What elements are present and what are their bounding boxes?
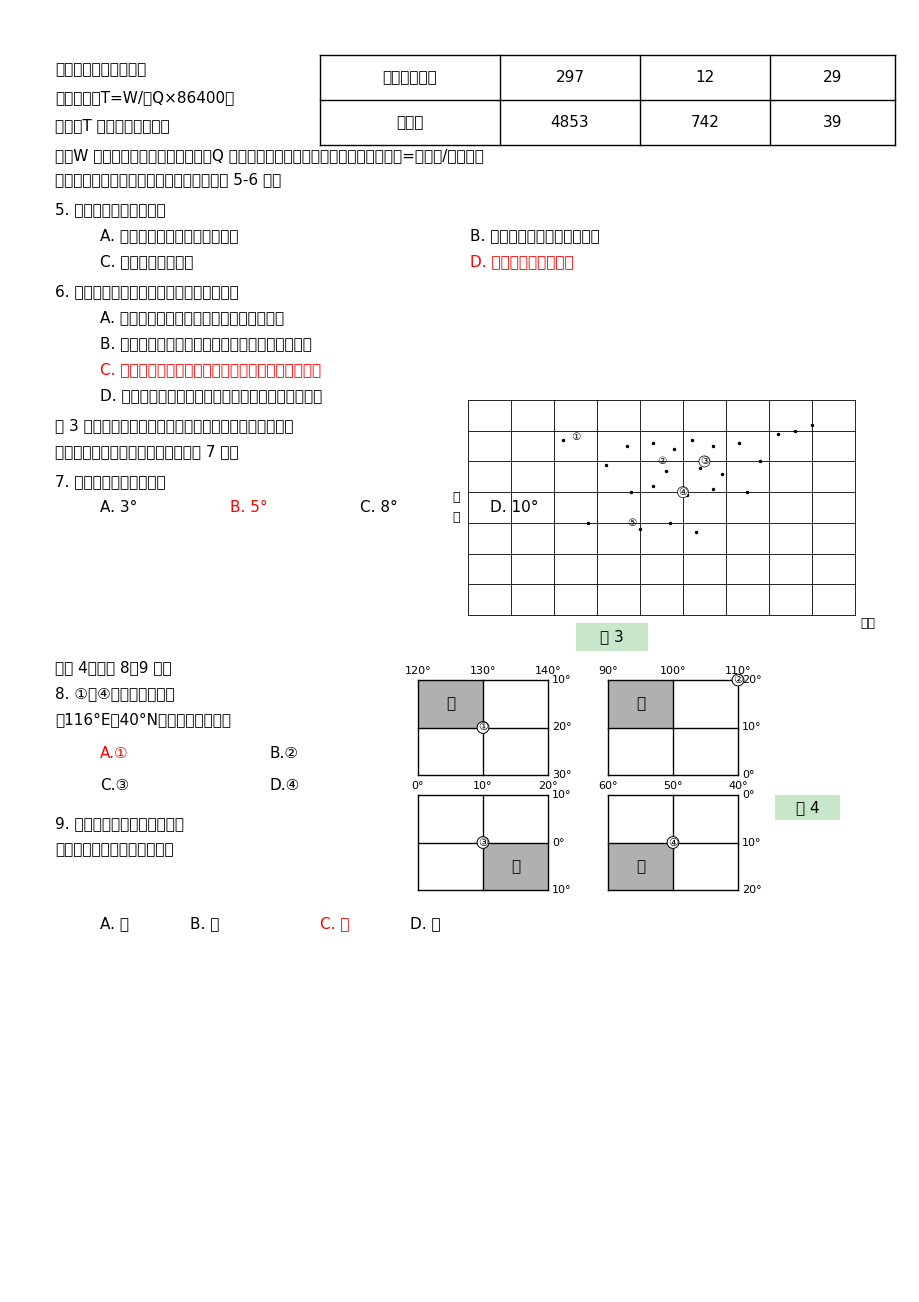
Text: 乙: 乙 xyxy=(635,697,644,711)
Text: 8. ①～④四地中位于北京: 8. ①～④四地中位于北京 xyxy=(55,686,175,700)
Text: C. 8°: C. 8° xyxy=(359,500,397,516)
Text: 6. 对青海湖和洞庭湖的数据分析正确的是：: 6. 对青海湖和洞庭湖的数据分析正确的是： xyxy=(55,284,239,299)
Text: D. 洞庭湖水体更新最快: D. 洞庭湖水体更新最快 xyxy=(470,254,573,270)
Text: 60°: 60° xyxy=(597,781,617,792)
Text: 计算。T 为换水周期，以天: 计算。T 为换水周期，以天 xyxy=(55,118,169,133)
Text: 90°: 90° xyxy=(597,667,618,676)
Text: 度: 度 xyxy=(452,510,460,523)
Text: ②: ② xyxy=(732,674,743,685)
Text: 青海湖: 青海湖 xyxy=(396,115,424,130)
Text: 滇池（昆明）: 滇池（昆明） xyxy=(382,70,437,85)
Text: C. 太湖水循环最活跃: C. 太湖水循环最活跃 xyxy=(100,254,193,270)
Text: 图 3: 图 3 xyxy=(600,629,624,644)
Bar xyxy=(575,622,648,651)
Text: C.③: C.③ xyxy=(100,779,129,793)
Text: 读图 4，回答 8～9 题：: 读图 4，回答 8～9 题： xyxy=(55,660,172,674)
Text: A. 湖泊面积越大，换水周期越长: A. 湖泊面积越大，换水周期越长 xyxy=(100,228,238,243)
Text: 丁: 丁 xyxy=(635,859,644,874)
Text: ④: ④ xyxy=(677,487,686,497)
Text: C. 丙: C. 丙 xyxy=(320,917,349,931)
Text: D. 10°: D. 10° xyxy=(490,500,538,516)
Text: 50°: 50° xyxy=(663,781,682,792)
Text: 计；W 为湖泊贮水量，以立方米计；Q 为年平均入湖流量，以立方米计。平均深度=贮水量/面积。下: 计；W 为湖泊贮水量，以立方米计；Q 为年平均入湖流量，以立方米计。平均深度=贮… xyxy=(55,148,483,163)
Text: 12: 12 xyxy=(695,70,714,85)
Text: 经度: 经度 xyxy=(859,617,874,630)
Text: D. 洞庭湖入湖水量大的主要原因是该湖流域降水量小: D. 洞庭湖入湖水量大的主要原因是该湖流域降水量小 xyxy=(100,388,322,404)
Text: 4853: 4853 xyxy=(550,115,589,130)
Text: 20°: 20° xyxy=(742,674,761,685)
Text: ④: ④ xyxy=(667,837,677,848)
Text: 29: 29 xyxy=(822,70,841,85)
Text: A. 甲: A. 甲 xyxy=(100,917,129,931)
Text: A. 青海湖面积大的主要原因是该湖贮水量大: A. 青海湖面积大的主要原因是该湖贮水量大 xyxy=(100,310,284,326)
Text: B. 5°: B. 5° xyxy=(230,500,267,516)
Bar xyxy=(774,796,839,820)
Text: 39: 39 xyxy=(822,115,841,130)
Text: 0°: 0° xyxy=(551,837,564,848)
Text: ②: ② xyxy=(656,457,665,466)
Text: 140°: 140° xyxy=(534,667,561,676)
Text: 10°: 10° xyxy=(742,837,761,848)
Text: 110°: 110° xyxy=(724,667,751,676)
Text: 0°: 0° xyxy=(742,769,754,780)
Text: 20°: 20° xyxy=(538,781,557,792)
Text: 纬: 纬 xyxy=(452,491,460,504)
Text: 130°: 130° xyxy=(470,667,495,676)
Text: 以用公式：T=W/（Q×86400）: 以用公式：T=W/（Q×86400） xyxy=(55,90,234,105)
Text: 湖泊换水周期的长短可: 湖泊换水周期的长短可 xyxy=(55,62,146,77)
Text: 图 3 是经纬网图层和中国省级行政中心图层的叠加图，图: 图 3 是经纬网图层和中国省级行政中心图层的叠加图，图 xyxy=(55,418,293,434)
Text: ③: ③ xyxy=(478,837,487,848)
Text: 5. 分析表中的数据可知：: 5. 分析表中的数据可知： xyxy=(55,202,165,217)
Text: （116°E，40°N）东南方向的是：: （116°E，40°N）东南方向的是： xyxy=(55,712,231,727)
Text: 甲: 甲 xyxy=(446,697,455,711)
Text: 经纬线方格，面积最大的是：: 经纬线方格，面积最大的是： xyxy=(55,842,174,857)
Text: ①: ① xyxy=(478,723,487,733)
Text: B. 乙: B. 乙 xyxy=(190,917,219,931)
Text: D. 丁: D. 丁 xyxy=(410,917,440,931)
Text: B.②: B.② xyxy=(269,746,299,760)
Text: 30°: 30° xyxy=(551,769,571,780)
Text: C. 洞庭湖平均深度小的主要原因是该湖泥沙淤积严重: C. 洞庭湖平均深度小的主要原因是该湖泥沙淤积严重 xyxy=(100,362,321,378)
Text: 0°: 0° xyxy=(412,781,424,792)
Text: 10°: 10° xyxy=(472,781,493,792)
Text: 丙: 丙 xyxy=(510,859,519,874)
Text: 20°: 20° xyxy=(742,885,761,894)
Text: ③: ③ xyxy=(699,457,709,466)
Bar xyxy=(607,680,673,728)
Text: A. 3°: A. 3° xyxy=(100,500,137,516)
Text: 表所列我国部分湖泊的有关数据，据此完成 5-6 题。: 表所列我国部分湖泊的有关数据，据此完成 5-6 题。 xyxy=(55,172,281,187)
Bar xyxy=(417,680,482,728)
Text: 742: 742 xyxy=(690,115,719,130)
Text: 10°: 10° xyxy=(551,790,571,799)
Text: A.①: A.① xyxy=(100,746,129,760)
Bar xyxy=(607,842,673,891)
Text: 120°: 120° xyxy=(404,667,431,676)
Text: B. 青海湖换水周期短的主要原因是该湖入湖水量小: B. 青海湖换水周期短的主要原因是该湖入湖水量小 xyxy=(100,336,312,352)
Text: ①: ① xyxy=(571,432,580,441)
Text: 10°: 10° xyxy=(551,674,571,685)
Text: B. 贮水量越小，换水周期越短: B. 贮水量越小，换水周期越短 xyxy=(470,228,599,243)
Text: 297: 297 xyxy=(555,70,584,85)
Bar xyxy=(482,842,548,891)
Text: 10°: 10° xyxy=(742,723,761,733)
Text: 图 4: 图 4 xyxy=(795,799,819,815)
Text: 7. 经纬网的纬线间距为：: 7. 经纬网的纬线间距为： xyxy=(55,474,165,490)
Text: 20°: 20° xyxy=(551,723,571,733)
Text: 100°: 100° xyxy=(659,667,686,676)
Text: 9. 四幅图中阴影部分所表示的: 9. 四幅图中阴影部分所表示的 xyxy=(55,816,184,831)
Text: 0°: 0° xyxy=(742,790,754,799)
Text: ⑤: ⑤ xyxy=(626,518,635,527)
Text: 10°: 10° xyxy=(551,885,571,894)
Text: 中经纬线间隔度数相等。读图，回答 7 题：: 中经纬线间隔度数相等。读图，回答 7 题： xyxy=(55,444,238,460)
Text: D.④: D.④ xyxy=(269,779,300,793)
Text: 40°: 40° xyxy=(728,781,747,792)
